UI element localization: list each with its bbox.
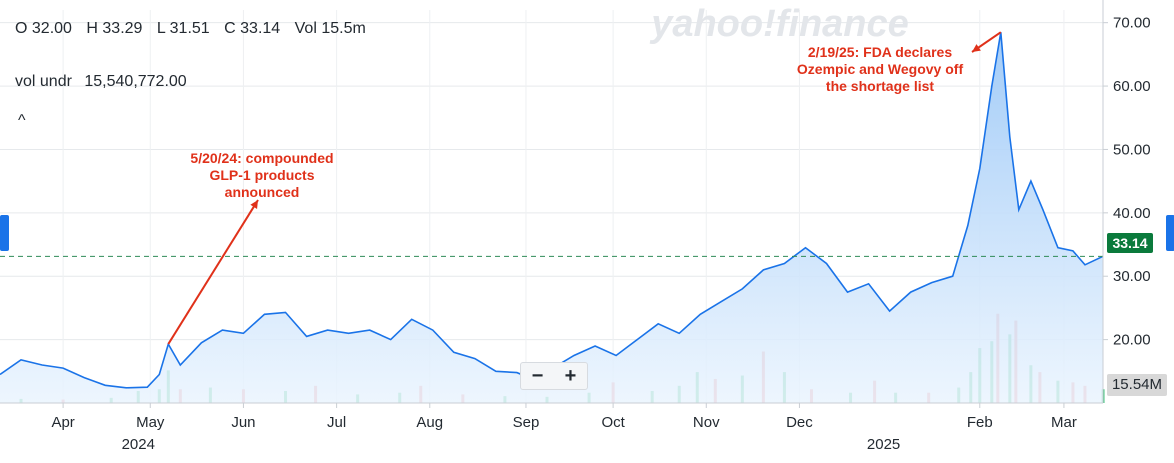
high-value: H 33.29 xyxy=(86,20,143,37)
zoom-controls: − + xyxy=(520,362,588,390)
annotation-text: 5/20/24: compounded xyxy=(190,150,333,166)
annotation-arrowhead xyxy=(972,44,981,52)
open-value: O 32.00 xyxy=(15,20,72,37)
price-area-fill xyxy=(0,32,1103,403)
annotation-arrowhead xyxy=(250,200,258,209)
x-tick-label: Sep xyxy=(513,414,540,431)
y-tick-label: 20.00 xyxy=(1113,332,1151,349)
volume-value: Vol 15.5m xyxy=(294,20,366,37)
left-panel-toggle[interactable] xyxy=(0,215,9,251)
x-year-label: 2025 xyxy=(867,436,900,453)
annotation-text: 2/19/25: FDA declares xyxy=(808,44,952,60)
vol-undr-value: 15,540,772.00 xyxy=(84,73,187,90)
annotation-text: the shortage list xyxy=(826,78,934,94)
last-price-label: 33.14 xyxy=(1107,233,1153,253)
annotation-text: GLP-1 products xyxy=(209,167,314,183)
y-tick-label: 50.00 xyxy=(1113,141,1151,158)
last-volume-label: 15.54M xyxy=(1107,374,1167,396)
x-tick-label: Nov xyxy=(693,414,720,431)
y-tick-label: 70.00 xyxy=(1113,15,1151,32)
yahoo-finance-watermark: yahoo!finance xyxy=(649,3,909,45)
x-tick-label: Oct xyxy=(601,414,625,431)
x-tick-label: Jun xyxy=(231,414,255,431)
vol-undr-label: vol undr xyxy=(15,73,72,90)
annotation-text: announced xyxy=(225,184,300,200)
y-tick-label: 30.00 xyxy=(1113,268,1151,285)
close-value: C 33.14 xyxy=(224,20,281,37)
annotation-text: Ozempic and Wegovy off xyxy=(797,61,964,77)
annotation-arrow xyxy=(167,199,259,345)
y-tick-label: 60.00 xyxy=(1113,78,1151,95)
x-tick-label: Jul xyxy=(327,414,346,431)
x-year-label: 2024 xyxy=(122,436,155,453)
x-tick-label: Apr xyxy=(51,414,74,431)
y-tick-label: 40.00 xyxy=(1113,205,1151,222)
price-line xyxy=(0,32,1104,389)
price-area xyxy=(0,32,1104,403)
axes: 20.00 30.00 40.00 50.00 60.00 70.00 Apr May Jun J… xyxy=(0,0,1151,453)
zoom-in-button[interactable]: + xyxy=(564,365,577,387)
x-tick-label: Feb xyxy=(967,414,993,431)
collapse-caret-icon[interactable]: ^ xyxy=(18,112,26,129)
right-panel-toggle[interactable] xyxy=(1166,215,1174,251)
x-tick-label: Dec xyxy=(786,414,813,431)
ohlc-readout: O 32.00 H 33.29 L 31.51 C 33.14 Vol 15.5… xyxy=(15,20,376,38)
x-tick-label: May xyxy=(136,414,165,431)
x-tick-label: Aug xyxy=(416,414,443,431)
vol-undr-readout: vol undr 15,540,772.00 xyxy=(15,73,195,91)
zoom-out-button[interactable]: − xyxy=(531,365,544,387)
x-tick-label: Mar xyxy=(1051,414,1077,431)
low-value: L 31.51 xyxy=(156,20,210,37)
